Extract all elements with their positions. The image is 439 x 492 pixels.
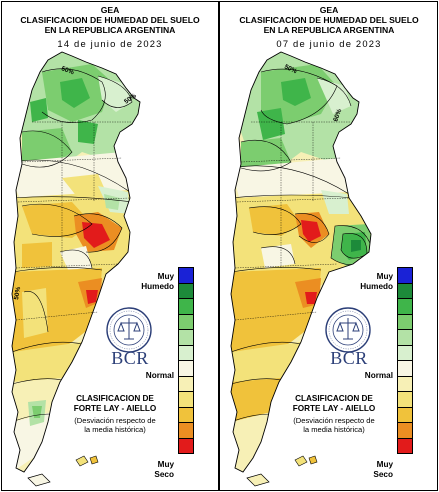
contour-label: 50% — [60, 65, 75, 76]
legend-swatch — [397, 267, 413, 284]
legend-swatch — [178, 376, 194, 392]
map-title-line2: CLASIFICACION DE HUMEDAD DEL SUELO — [239, 15, 419, 25]
classification-title-line1: CLASIFICACION DE — [76, 394, 154, 403]
legend-label-dry-line2: Seco — [373, 469, 393, 479]
legend-swatch — [178, 423, 194, 439]
map-panel-right: 50% 60% GEA CLASIFICACION DE HUMEDAD DEL… — [221, 2, 437, 490]
legend-label-dry: Muy Seco — [118, 460, 174, 479]
legend-swatch — [397, 345, 413, 361]
bcr-seal-logo — [325, 307, 371, 353]
legend-swatch — [397, 314, 413, 330]
legend-swatch — [178, 283, 194, 299]
contour-label: 60% — [332, 108, 343, 123]
legend-swatch — [397, 407, 413, 423]
moisture-legend — [178, 267, 194, 454]
legend-label-wet-line1: Muy — [157, 272, 174, 281]
legend-swatch — [397, 392, 413, 408]
classification-title-line2: FORTE LAY - AIELLO — [292, 404, 376, 413]
legend-label-dry-line1: Muy — [376, 460, 393, 469]
map-panel-left: 50% 50% 50% GEA CLASIFICACION DE HUMEDAD… — [2, 2, 218, 490]
legend-swatch — [397, 330, 413, 346]
bcr-seal-logo — [106, 307, 152, 353]
legend-swatch — [397, 299, 413, 315]
legend-swatch — [178, 345, 194, 361]
moisture-legend — [397, 267, 413, 454]
legend-label-normal: Normal — [145, 371, 174, 380]
contour-label: 50% — [13, 286, 22, 300]
legend-swatch — [178, 361, 194, 377]
legend-swatch — [178, 392, 194, 408]
legend-swatch — [178, 299, 194, 315]
legend-label-normal: Normal — [364, 371, 393, 380]
map-title-line3: EN LA REPUBLICA ARGENTINA — [44, 25, 176, 35]
map-title-line3: EN LA REPUBLICA ARGENTINA — [263, 25, 395, 35]
map-date: 14 de junio de 2023 — [57, 38, 163, 49]
legend-swatch — [178, 314, 194, 330]
soil-moisture-map: 50% 50% 50% — [11, 51, 141, 487]
bcr-logo-text: BCR — [111, 348, 149, 368]
map-title-line2: CLASIFICACION DE HUMEDAD DEL SUELO — [20, 15, 200, 25]
classification-title-line1: CLASIFICACION DE — [295, 394, 373, 403]
bcr-logo-text: BCR — [330, 348, 368, 368]
legend-label-wet-line2: Humedo — [141, 281, 174, 291]
classification-note-line2: la media histórica) — [303, 425, 365, 434]
legend-label-wet: Muy Humedo — [337, 272, 393, 291]
map-date: 07 de junio de 2023 — [276, 38, 382, 49]
classification-note-line1: (Desviación respecto de — [74, 416, 156, 425]
legend-label-wet-line1: Muy — [376, 272, 393, 281]
legend-swatch — [178, 267, 194, 284]
classification-title-line2: FORTE LAY - AIELLO — [73, 404, 157, 413]
legend-swatch — [397, 376, 413, 392]
legend-swatch — [178, 438, 194, 454]
classification-note-line2: la media histórica) — [84, 425, 146, 434]
legend-label-wet: Muy Humedo — [118, 272, 174, 291]
legend-label-dry: Muy Seco — [337, 460, 393, 479]
panel-divider — [218, 1, 220, 491]
legend-label-wet-line2: Humedo — [360, 281, 393, 291]
legend-label-dry-line1: Muy — [157, 460, 174, 469]
soil-moisture-map: 50% 60% — [230, 51, 372, 487]
legend-swatch — [178, 330, 194, 346]
legend-swatch — [397, 423, 413, 439]
classification-note-line1: (Desviación respecto de — [293, 416, 375, 425]
legend-swatch — [397, 283, 413, 299]
map-title-line1: GEA — [319, 5, 339, 15]
map-title-line1: GEA — [100, 5, 120, 15]
legend-label-dry-line2: Seco — [154, 469, 174, 479]
legend-swatch — [178, 407, 194, 423]
legend-swatch — [397, 438, 413, 454]
legend-swatch — [397, 361, 413, 377]
contour-label: 50% — [283, 63, 298, 75]
